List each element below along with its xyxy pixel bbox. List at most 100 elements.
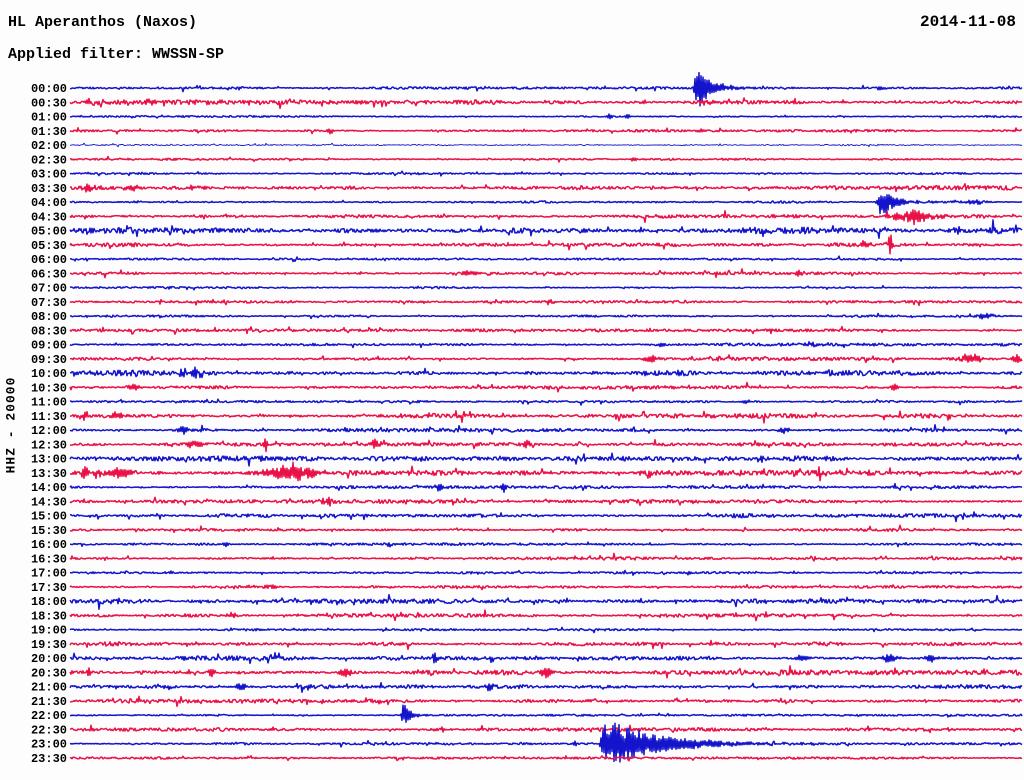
station-title: HL Aperanthos (Naxos): [8, 14, 198, 31]
trace-time-label: 14:00: [31, 481, 67, 495]
trace-row-06:30: [69, 268, 1023, 279]
trace-row-17:30: [69, 583, 1023, 591]
trace-row-04:00: [69, 194, 1023, 215]
trace-row-10:00: [69, 366, 1023, 379]
trace-row-05:30: [69, 234, 1023, 255]
trace-time-label: 12:00: [31, 424, 67, 438]
trace-time-label: 17:00: [31, 567, 67, 581]
trace-row-22:30: [69, 724, 1022, 734]
trace-row-00:30: [69, 97, 1023, 110]
trace-row-09:00: [69, 341, 1023, 349]
trace-row-12:00: [69, 424, 1023, 435]
trace-time-label: 04:00: [31, 196, 67, 210]
trace-time-label: 09:30: [31, 353, 67, 367]
trace-time-label: 21:00: [31, 681, 67, 695]
trace-row-04:30: [69, 209, 1023, 226]
trace-row-21:00: [69, 681, 1023, 693]
trace-time-label: 12:30: [31, 438, 67, 452]
trace-row-16:00: [69, 541, 1023, 548]
trace-time-label: 05:30: [31, 239, 67, 253]
trace-row-17:00: [70, 569, 1023, 576]
trace-row-14:30: [69, 496, 1023, 507]
trace-row-06:00: [70, 255, 1023, 263]
trace-time-label: 02:00: [31, 139, 67, 153]
trace-time-label: 18:30: [31, 609, 67, 623]
trace-time-label: 04:30: [31, 210, 67, 224]
trace-row-08:00: [69, 312, 1023, 320]
trace-time-label: 23:00: [31, 738, 67, 752]
trace-time-label: 20:00: [31, 652, 67, 666]
trace-row-19:00: [69, 626, 1023, 634]
trace-row-13:30: [69, 461, 1023, 482]
trace-time-label: 07:00: [31, 282, 67, 296]
trace-time-label: 09:00: [31, 339, 67, 353]
trace-row-23:30: [69, 755, 1023, 762]
trace-time-label: 16:30: [31, 552, 67, 566]
trace-row-14:00: [69, 482, 1023, 493]
trace-row-23:00: [69, 722, 1023, 763]
trace-row-09:30: [70, 353, 1023, 364]
trace-row-13:00: [69, 452, 1023, 467]
trace-row-16:30: [69, 552, 1023, 562]
trace-row-03:30: [69, 183, 1023, 193]
trace-time-label: 08:30: [31, 324, 67, 338]
trace-row-20:00: [69, 651, 1023, 665]
trace-row-18:30: [69, 609, 1023, 622]
trace-row-10:30: [69, 381, 1023, 393]
trace-time-label: 10:00: [31, 367, 67, 381]
trace-row-18:00: [69, 593, 1023, 610]
trace-row-07:00: [69, 284, 1023, 291]
applied-filter-label: Applied filter: WWSSN-SP: [8, 46, 225, 63]
trace-time-label: 16:00: [31, 538, 67, 552]
trace-time-label: 08:00: [31, 310, 67, 324]
trace-time-label: 15:30: [31, 524, 67, 538]
trace-time-label: 01:30: [31, 125, 67, 139]
trace-time-label: 00:30: [31, 96, 67, 110]
trace-row-22:00: [69, 704, 1023, 723]
trace-row-07:30: [69, 298, 1023, 307]
trace-time-label: 07:30: [31, 296, 67, 310]
trace-time-label: 00:00: [31, 82, 67, 96]
trace-time-label: 03:30: [31, 182, 67, 196]
trace-time-label: 23:30: [31, 752, 67, 766]
trace-row-05:00: [69, 219, 1023, 239]
trace-time-label: 21:30: [31, 695, 67, 709]
trace-row-00:00: [69, 71, 1023, 107]
trace-time-label: 20:30: [31, 667, 67, 681]
trace-time-label: 02:30: [31, 153, 67, 167]
trace-time-label: 14:30: [31, 495, 67, 509]
trace-time-label: 19:30: [31, 638, 67, 652]
trace-row-11:00: [69, 398, 1023, 406]
trace-time-label: 17:30: [31, 581, 67, 595]
trace-time-label: 11:00: [31, 396, 67, 410]
trace-row-12:30: [69, 438, 1023, 453]
trace-time-label: 06:00: [31, 253, 67, 267]
trace-time-label: 06:30: [31, 267, 67, 281]
trace-row-01:30: [69, 127, 1023, 135]
trace-time-label: 10:30: [31, 381, 67, 395]
trace-row-08:30: [69, 325, 1022, 335]
trace-row-11:30: [69, 410, 1023, 424]
trace-row-15:30: [69, 524, 1023, 534]
trace-time-label: 03:00: [31, 168, 67, 182]
trace-row-01:00: [69, 113, 1023, 120]
trace-time-label: 11:30: [31, 410, 67, 424]
trace-time-label: 22:00: [31, 709, 67, 723]
trace-time-label: 22:30: [31, 724, 67, 738]
trace-time-label: 18:00: [31, 595, 67, 609]
trace-row-03:00: [69, 170, 1022, 177]
trace-time-label: 13:00: [31, 453, 67, 467]
trace-time-label: 13:30: [31, 467, 67, 481]
trace-row-20:30: [69, 665, 1023, 679]
trace-time-label: 15:00: [31, 510, 67, 524]
trace-row-19:30: [69, 639, 1023, 651]
trace-time-label: 05:00: [31, 225, 67, 239]
trace-time-label: 19:00: [31, 624, 67, 638]
trace-row-15:00: [69, 511, 1023, 523]
trace-time-label: 01:00: [31, 111, 67, 125]
trace-row-02:00: [70, 142, 1023, 148]
trace-row-21:30: [69, 695, 1023, 708]
trace-row-02:30: [69, 155, 1023, 163]
